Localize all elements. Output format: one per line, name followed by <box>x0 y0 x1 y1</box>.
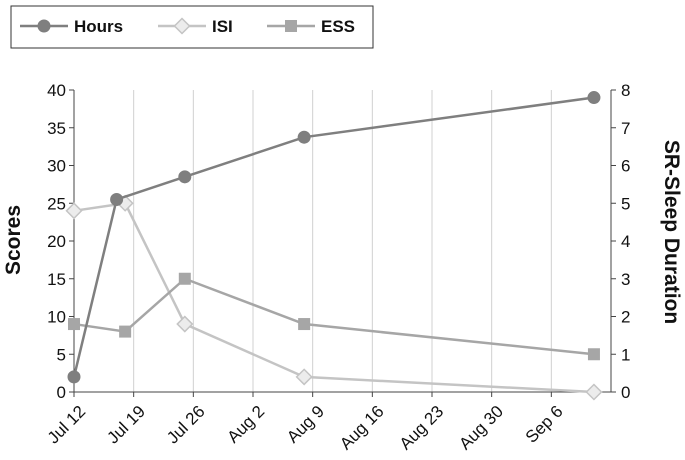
series-line-isi <box>73 201 595 394</box>
legend-marker-isi <box>173 17 191 35</box>
x-tick-label: Jul 19 <box>103 402 149 448</box>
legend: Hours ISI ESS <box>10 5 374 49</box>
y-tick-label-left: 5 <box>57 345 66 364</box>
data-point-isi <box>176 315 194 333</box>
y-tick-label-left: 30 <box>47 157 66 176</box>
y-tick-label-right: 5 <box>621 194 630 213</box>
y-tick-label-left: 40 <box>47 81 66 100</box>
y-tick-label-left: 15 <box>47 270 66 289</box>
y-tick-label-right: 7 <box>621 119 630 138</box>
y-tick-label-right: 1 <box>621 345 630 364</box>
x-tick-label: Jul 26 <box>163 402 209 448</box>
series-line-hours <box>72 96 595 378</box>
x-tick-label: Jul 12 <box>44 402 90 448</box>
y-tick-label-right: 4 <box>621 232 630 251</box>
y-axis-title-left: Scores <box>2 205 25 275</box>
data-point-hours <box>178 170 192 184</box>
legend-label-ess: ESS <box>321 17 355 36</box>
series-line-ess <box>73 277 595 356</box>
y-axis-title-right: SR-Sleep Duration <box>660 140 683 324</box>
data-point-hours <box>67 370 81 384</box>
y-tick-label-right: 0 <box>621 383 630 402</box>
x-tick-label: Aug 30 <box>455 402 507 454</box>
x-tick-label: Aug 9 <box>283 402 328 447</box>
y-tick-label-right: 6 <box>621 157 630 176</box>
legend-marker-hours <box>37 19 51 33</box>
axes: Jul 12 Jul 19 Jul 26 Aug 2 Aug 9 Aug 16 Aug 23… <box>44 81 631 453</box>
series-layer <box>65 91 603 401</box>
x-tick-label: Sep 6 <box>522 402 567 447</box>
y-tick-label-right: 2 <box>621 308 630 327</box>
legend-marker-ess <box>285 20 297 32</box>
data-point-ess <box>178 272 191 285</box>
data-point-isi <box>295 368 313 386</box>
legend-label-hours: Hours <box>74 17 123 36</box>
y-tick-label-right: 8 <box>621 81 630 100</box>
data-point-hours <box>110 192 124 206</box>
y-tick-label-right: 3 <box>621 270 630 289</box>
x-tick-label: Aug 2 <box>223 402 268 447</box>
data-point-ess <box>68 318 80 331</box>
legend-label-isi: ISI <box>212 17 233 36</box>
y-tick-label-left: 35 <box>47 119 66 138</box>
y-tick-label-left: 20 <box>47 232 66 251</box>
data-point-hours <box>297 130 311 144</box>
data-point-ess <box>298 318 311 331</box>
data-point-ess <box>587 348 600 361</box>
x-tick-label: Aug 23 <box>396 402 448 454</box>
y-tick-label-left: 10 <box>47 308 66 327</box>
y-tick-label-left: 0 <box>57 383 66 402</box>
data-point-ess <box>119 325 132 338</box>
data-point-isi <box>65 202 83 220</box>
x-tick-label: Aug 16 <box>336 402 388 454</box>
data-point-hours <box>587 91 601 105</box>
data-point-isi <box>585 383 603 401</box>
y-tick-label-left: 25 <box>47 194 66 213</box>
